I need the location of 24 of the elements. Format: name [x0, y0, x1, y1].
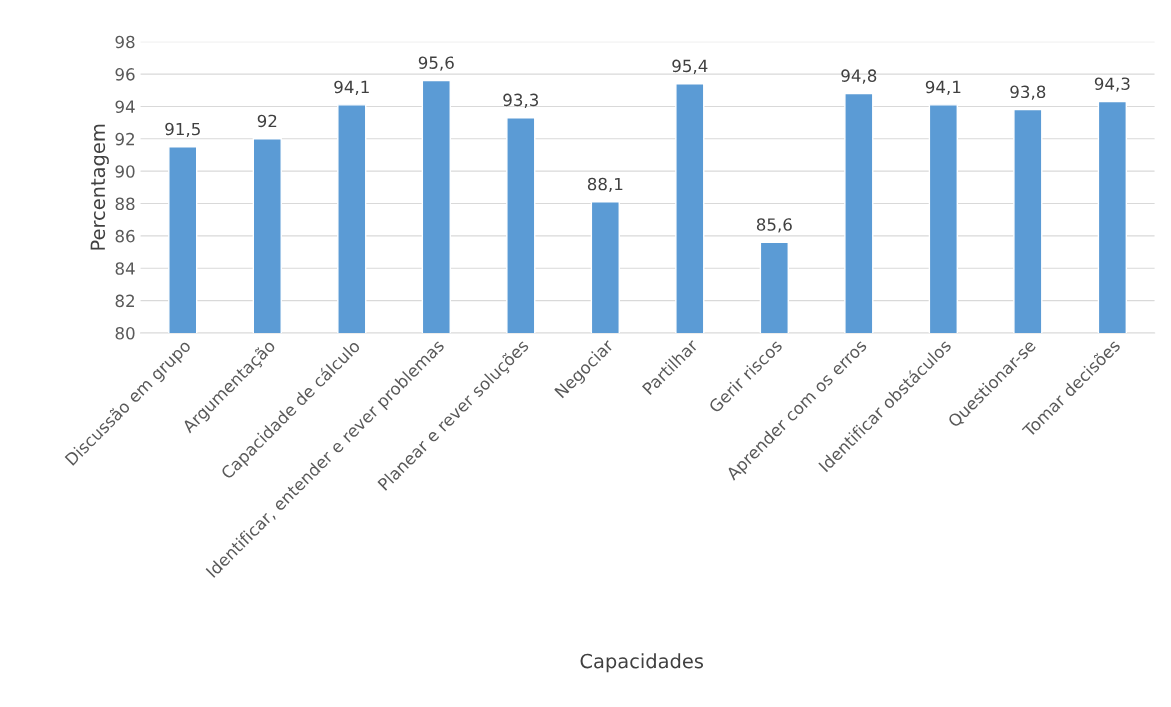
data-label: 92 [257, 114, 277, 128]
y-tick-label: 92 [115, 132, 134, 146]
data-label: 91,5 [165, 122, 200, 138]
y-tick-label: 94 [115, 100, 135, 114]
data-label: 95,4 [672, 59, 708, 74]
data-label: 85,6 [756, 218, 792, 233]
y-tick-label: 82 [115, 294, 134, 308]
data-label: 93,3 [503, 93, 539, 108]
y-tick-label: 98 [115, 35, 135, 49]
y-tick-label: 80 [115, 326, 135, 340]
data-label: 94,3 [1094, 77, 1130, 92]
data-label: 94,1 [925, 80, 961, 95]
y-tick-label: 84 [115, 262, 135, 275]
y-tick-label: 96 [115, 68, 135, 81]
y-tick-label: 90 [115, 165, 135, 178]
y-axis-title: Percentagem [90, 124, 109, 250]
data-label: 93,8 [1010, 85, 1046, 100]
y-tick-label: 86 [115, 229, 135, 243]
data-label: 88,1 [587, 177, 623, 193]
data-label: 95,6 [418, 56, 454, 71]
y-tick-label: 88 [115, 197, 135, 211]
data-label: 94,1 [334, 80, 369, 95]
x-axis-title: Capacidades [580, 653, 704, 673]
data-label: 94,8 [841, 69, 877, 84]
